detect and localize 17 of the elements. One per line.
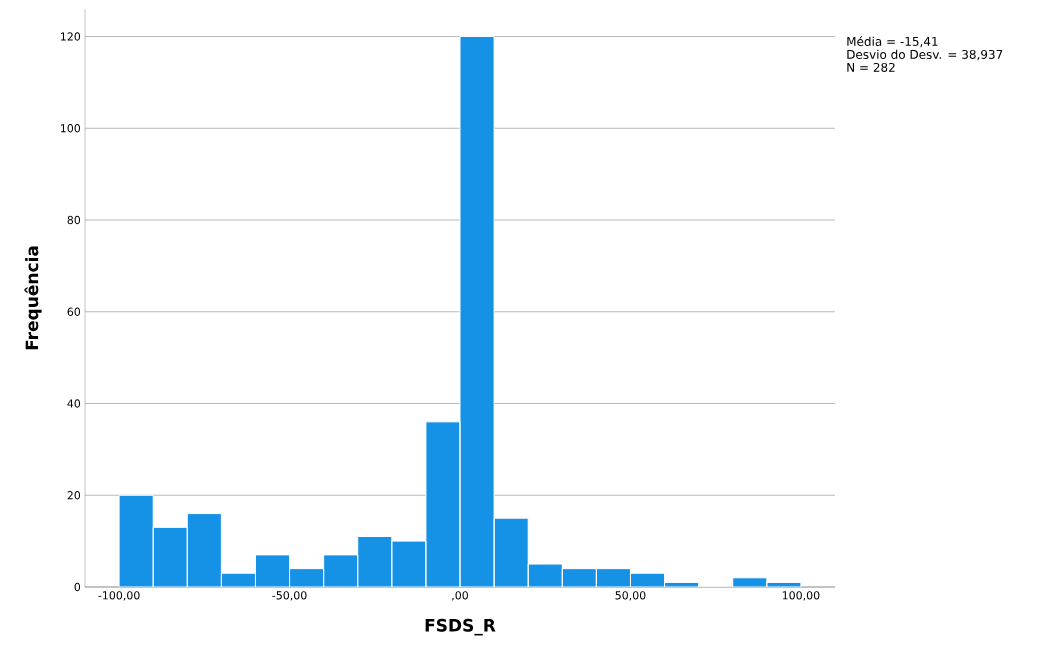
x-tick-label: -100,00 — [98, 591, 140, 601]
y-tick-label: 0 — [74, 582, 81, 592]
text: Média = -15,41 — [847, 36, 938, 48]
y-axis-title: Frequência — [24, 246, 42, 350]
x-tick-label: 50,00 — [615, 591, 646, 601]
x-tick-label: ,00 — [452, 591, 469, 601]
y-tick-label: 40 — [67, 399, 81, 408]
x-tick-label: -50,00 — [272, 591, 307, 601]
y-tick-label: 60 — [67, 307, 81, 316]
y-tick-label: 80 — [67, 215, 81, 225]
y-tick-label: 100 — [61, 124, 81, 133]
y-tick-label: 20 — [67, 491, 81, 500]
y-tick-label: 120 — [61, 32, 81, 41]
text: N = 282 — [847, 62, 895, 72]
x-axis-title: FSDS_R — [425, 618, 496, 636]
text: Desvio do Desv. = 38,937 — [847, 49, 1003, 61]
x-tick-label: 100,00 — [782, 591, 820, 601]
